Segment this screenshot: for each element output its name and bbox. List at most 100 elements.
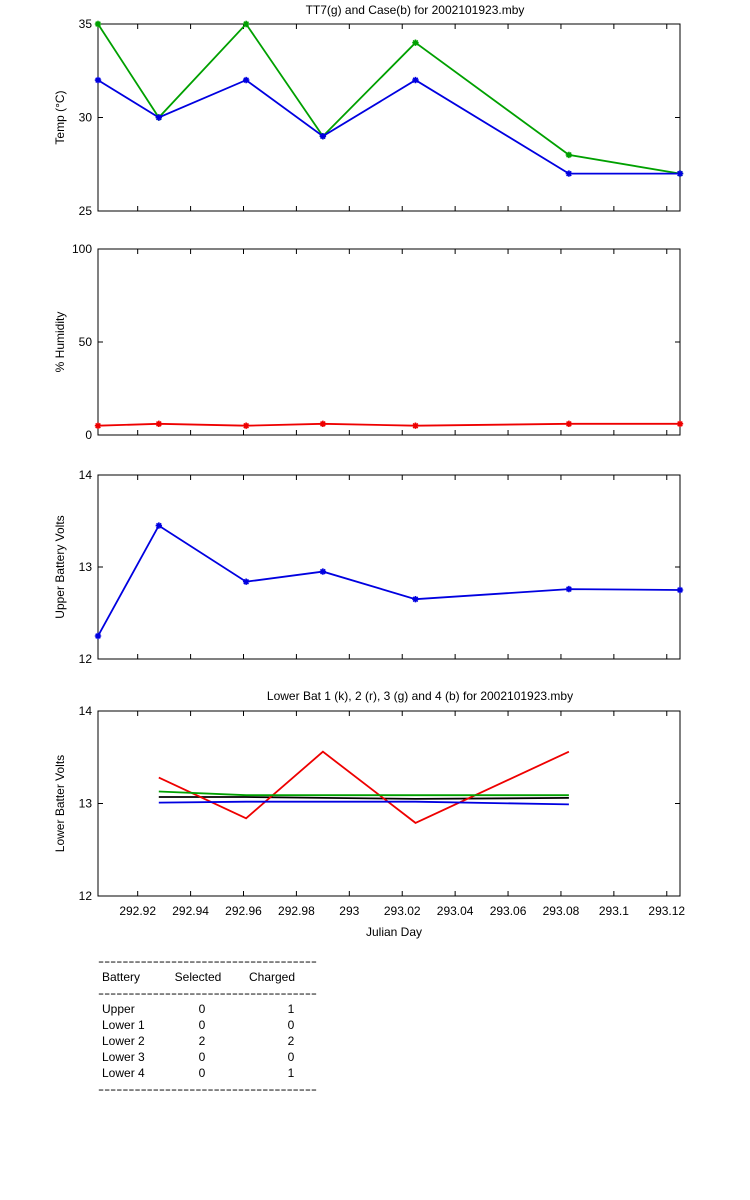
battery-table: ------------------------------------ Bat…	[98, 954, 317, 1096]
x-tick-label: 292.98	[278, 904, 315, 918]
x-tick-label: 293.02	[384, 904, 421, 918]
data-point	[412, 39, 419, 46]
data-point	[94, 76, 102, 84]
data-point	[565, 585, 573, 593]
y-tick-label: 0	[85, 428, 92, 442]
series-line	[158, 800, 569, 806]
x-tick-label: 293	[339, 904, 359, 918]
chart-panel-2: 0 50 100 % Humidity	[53, 242, 684, 442]
plot-frame	[97, 474, 681, 660]
table-cell-charged: 1	[288, 1066, 295, 1080]
table-cell-battery: Lower 3	[102, 1050, 145, 1064]
table-cell-charged: 1	[288, 1002, 295, 1016]
chart-title: Lower Bat 1 (k), 2 (r), 3 (g) and 4 (b) …	[267, 689, 573, 703]
y-tick-label: 100	[72, 242, 92, 256]
series-2	[158, 750, 570, 824]
y-tick-label: 12	[79, 652, 93, 666]
series-1	[158, 796, 569, 800]
series-1	[94, 20, 684, 177]
table-cell-charged: 2	[288, 1034, 295, 1048]
series-line	[158, 790, 569, 797]
plot-frame	[97, 23, 681, 212]
table-header-charged: Charged	[249, 970, 295, 984]
x-tick-label: 293.08	[543, 904, 580, 918]
y-tick-label: 14	[79, 704, 93, 718]
y-tick-label: 13	[79, 560, 93, 574]
data-point	[155, 420, 163, 428]
x-axis-label: Julian Day	[366, 925, 422, 939]
table-header-battery: Battery	[102, 970, 140, 984]
series-4	[158, 800, 569, 806]
chart-panel-3: 12 13 14 Upper Battery Volts	[53, 468, 684, 666]
chart-panel-1: 25 30 35 Temp (°C) TT7(g) and Case(b) for 20…	[53, 3, 684, 218]
data-point	[94, 422, 102, 429]
table-cell-selected: 0	[199, 1018, 206, 1032]
series-1	[94, 522, 684, 640]
series-1	[94, 420, 684, 429]
y-tick-label: 50	[79, 335, 93, 349]
data-point	[242, 422, 250, 429]
data-point	[242, 578, 250, 585]
data-point	[319, 568, 327, 575]
table-cell-selected: 0	[199, 1066, 206, 1080]
x-tick-label: 292.92	[119, 904, 156, 918]
table-rule-mid: ------------------------------------	[98, 986, 317, 1000]
x-tick-label: 293.12	[648, 904, 685, 918]
y-tick-label: 25	[79, 204, 93, 218]
table-cell-charged: 0	[288, 1018, 295, 1032]
chart-panel-4: 12 13 14 Lower Batter Volts Lower Bat 1 (k),…	[53, 689, 685, 939]
data-point	[412, 422, 419, 429]
chart-title: TT7(g) and Case(b) for 2002101923.mby	[306, 3, 525, 17]
x-tick-label: 293.1	[599, 904, 629, 918]
y-tick-label: 13	[79, 797, 93, 811]
data-point	[412, 76, 419, 84]
data-point	[676, 420, 684, 428]
data-point	[565, 420, 573, 428]
x-tick-label: 293.06	[490, 904, 527, 918]
table-cell-battery: Lower 1	[102, 1018, 145, 1032]
y-tick-label: 12	[79, 889, 93, 903]
y-axis-label: Temp (°C)	[53, 90, 67, 144]
data-point	[676, 586, 684, 594]
x-tick-label: 292.96	[225, 904, 262, 918]
y-tick-label: 35	[79, 17, 93, 31]
data-point	[319, 133, 327, 140]
x-tick-label: 292.94	[172, 904, 209, 918]
data-point	[94, 632, 102, 640]
table-cell-selected: 2	[199, 1034, 206, 1048]
y-axis-label: Upper Battery Volts	[53, 515, 67, 618]
plots: 25 30 35 Temp (°C) TT7(g) and Case(b) for 20…	[53, 3, 685, 939]
table-rule-bottom: ------------------------------------	[98, 1082, 317, 1096]
y-tick-label: 14	[79, 468, 93, 482]
series-line	[97, 422, 680, 427]
data-point	[676, 170, 684, 177]
y-axis-label: Lower Batter Volts	[53, 755, 67, 852]
series-3	[158, 790, 569, 797]
x-tick-label: 293.04	[437, 904, 474, 918]
table-cell-charged: 0	[288, 1050, 295, 1064]
table-rule-top: ------------------------------------	[98, 954, 317, 968]
series-line	[97, 22, 681, 175]
data-point	[319, 420, 327, 428]
table-cell-selected: 0	[199, 1002, 206, 1016]
series-line	[158, 796, 569, 800]
data-point	[565, 170, 573, 177]
data-point	[242, 20, 250, 28]
table-cell-battery: Lower 2	[102, 1034, 145, 1048]
table-header-selected: Selected	[175, 970, 222, 984]
table-cell-battery: Lower 4	[102, 1066, 145, 1080]
table-cell-battery: Upper	[102, 1002, 135, 1016]
table-cell-selected: 0	[199, 1050, 206, 1064]
data-point	[155, 522, 163, 529]
series-2	[94, 76, 684, 177]
series-line	[158, 750, 570, 824]
series-line	[97, 524, 681, 637]
y-tick-label: 30	[79, 111, 93, 125]
data-point	[242, 76, 250, 84]
plot-frame	[97, 248, 681, 436]
data-point	[155, 114, 163, 121]
data-point	[565, 151, 573, 159]
data-point	[412, 596, 419, 603]
data-point	[94, 20, 102, 28]
